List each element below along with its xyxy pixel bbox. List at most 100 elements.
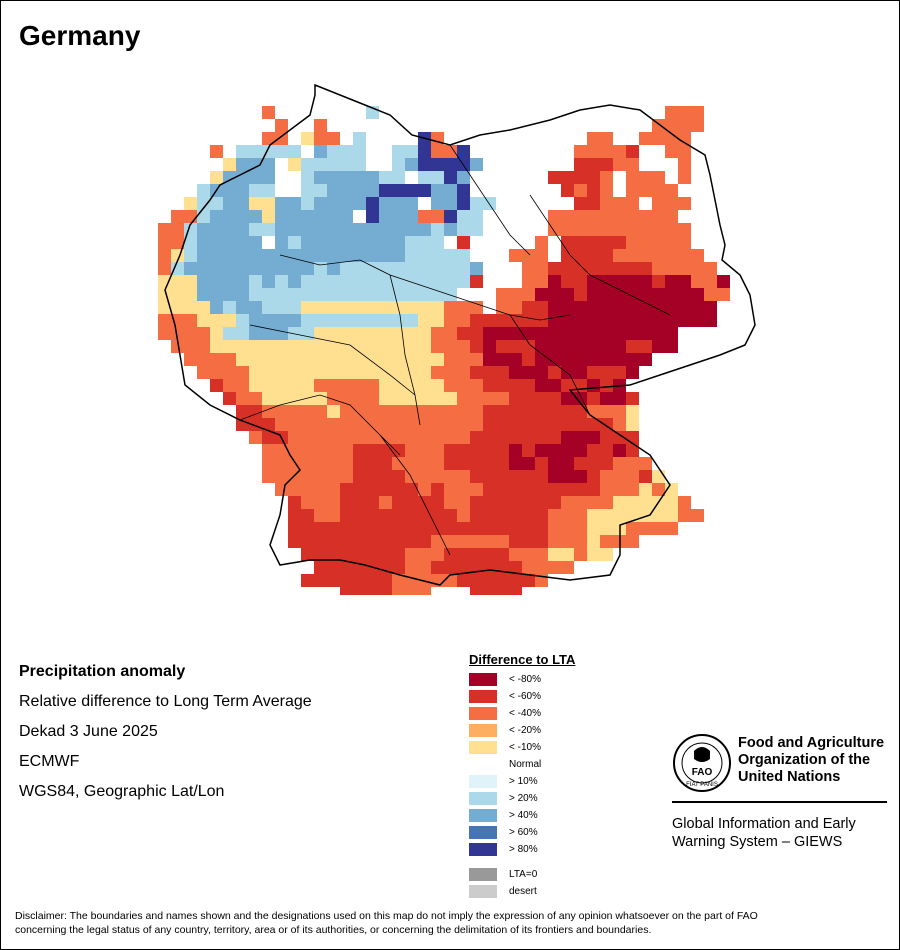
grid-cell xyxy=(418,496,431,509)
grid-cell xyxy=(275,236,288,249)
grid-cell xyxy=(535,249,548,262)
grid-cell xyxy=(314,548,327,561)
grid-cell xyxy=(470,418,483,431)
grid-cell xyxy=(418,314,431,327)
grid-cell xyxy=(379,535,392,548)
grid-cell xyxy=(301,548,314,561)
grid-cell xyxy=(457,379,470,392)
grid-cell xyxy=(483,535,496,548)
grid-cell xyxy=(262,327,275,340)
grid-cell xyxy=(379,249,392,262)
grid-cell xyxy=(548,509,561,522)
grid-cell xyxy=(548,275,561,288)
grid-cell xyxy=(184,249,197,262)
grid-cell xyxy=(288,275,301,288)
grid-cell xyxy=(314,522,327,535)
grid-cell xyxy=(704,275,717,288)
grid-cell xyxy=(366,301,379,314)
grid-cell xyxy=(327,444,340,457)
grid-cell xyxy=(431,249,444,262)
grid-cell xyxy=(184,288,197,301)
grid-cell xyxy=(353,249,366,262)
grid-cell xyxy=(405,522,418,535)
grid-cell xyxy=(327,483,340,496)
grid-cell xyxy=(613,249,626,262)
grid-cell xyxy=(613,340,626,353)
grid-cell xyxy=(509,535,522,548)
grid-cell xyxy=(379,171,392,184)
grid-cell xyxy=(483,366,496,379)
grid-cell xyxy=(561,275,574,288)
grid-cell xyxy=(262,223,275,236)
grid-cell xyxy=(561,171,574,184)
grid-cell xyxy=(392,418,405,431)
grid-cell xyxy=(314,158,327,171)
grid-cell xyxy=(574,431,587,444)
grid-cell xyxy=(587,145,600,158)
grid-cell xyxy=(600,158,613,171)
grid-cell xyxy=(431,236,444,249)
grid-cell xyxy=(366,288,379,301)
legend-class-label: > 20% xyxy=(509,793,538,804)
grid-cell xyxy=(496,535,509,548)
grid-cell xyxy=(509,379,522,392)
grid-cell xyxy=(418,158,431,171)
grid-cell xyxy=(379,496,392,509)
grid-cell xyxy=(223,288,236,301)
grid-cell xyxy=(158,236,171,249)
grid-cell xyxy=(457,522,470,535)
grid-cell xyxy=(561,210,574,223)
grid-cell xyxy=(392,405,405,418)
grid-cell xyxy=(353,470,366,483)
grid-cell xyxy=(327,340,340,353)
grid-cell xyxy=(275,197,288,210)
grid-cell xyxy=(275,314,288,327)
grid-cell xyxy=(483,496,496,509)
grid-cell xyxy=(509,366,522,379)
grid-cell xyxy=(535,236,548,249)
grid-cell xyxy=(340,470,353,483)
grid-cell xyxy=(275,210,288,223)
grid-cell xyxy=(535,366,548,379)
grid-cell xyxy=(561,314,574,327)
grid-cell xyxy=(249,145,262,158)
grid-cell xyxy=(587,184,600,197)
grid-cell xyxy=(392,392,405,405)
grid-cell xyxy=(405,158,418,171)
grid-cell xyxy=(444,405,457,418)
grid-cell xyxy=(561,392,574,405)
grid-cell xyxy=(366,535,379,548)
legend-class-item: > 40% xyxy=(469,807,575,824)
grid-cell xyxy=(301,236,314,249)
grid-cell xyxy=(600,314,613,327)
grid-cell xyxy=(574,145,587,158)
grid-cell xyxy=(184,236,197,249)
legend-class-item: > 60% xyxy=(469,824,575,841)
grid-cell xyxy=(431,158,444,171)
grid-cell xyxy=(379,236,392,249)
grid-cell xyxy=(639,509,652,522)
grid-cell xyxy=(392,509,405,522)
grid-cell xyxy=(431,184,444,197)
grid-cell xyxy=(327,561,340,574)
grid-cell xyxy=(561,444,574,457)
grid-cell xyxy=(405,587,418,595)
grid-cell xyxy=(665,509,678,522)
grid-cell xyxy=(353,301,366,314)
legend-class-label: < -20% xyxy=(509,725,541,736)
grid-cell xyxy=(301,457,314,470)
grid-cell xyxy=(574,496,587,509)
grid-cell xyxy=(652,522,665,535)
grid-cell xyxy=(431,431,444,444)
grid-cell xyxy=(665,249,678,262)
grid-cell xyxy=(353,275,366,288)
grid-cell xyxy=(678,496,691,509)
grid-cell xyxy=(613,431,626,444)
grid-cell xyxy=(444,327,457,340)
grid-cell xyxy=(314,483,327,496)
grid-cell xyxy=(327,145,340,158)
grid-cell xyxy=(249,184,262,197)
grid-cell xyxy=(548,379,561,392)
grid-cell xyxy=(496,379,509,392)
grid-cell xyxy=(522,496,535,509)
